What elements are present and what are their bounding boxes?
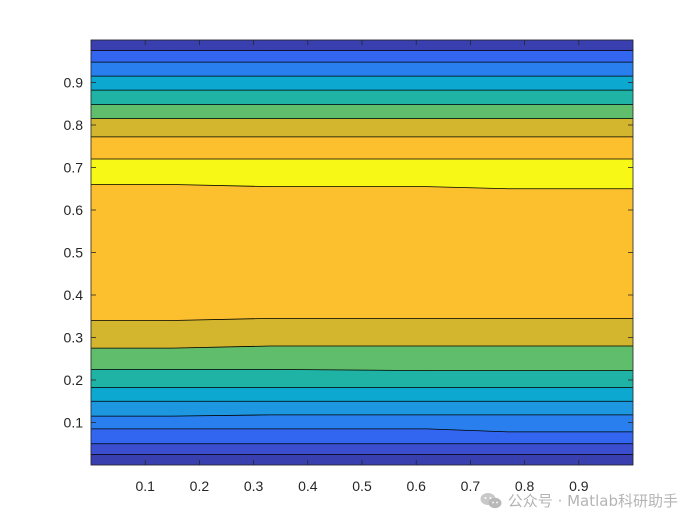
contour-band [90, 443, 634, 455]
x-tick-label: 0.9 [569, 478, 589, 494]
contour-line [91, 345, 633, 349]
x-tick-label: 0.4 [298, 478, 318, 494]
y-tick-label: 0.1 [64, 415, 84, 431]
x-tick-label: 0.5 [352, 478, 372, 494]
contour-band [90, 118, 634, 138]
watermark-text: 公众号 · Matlab科研助手 [507, 492, 678, 510]
y-tick-label: 0.5 [64, 245, 84, 261]
x-tick-label: 0.7 [461, 478, 481, 494]
contour-line [91, 428, 633, 433]
contour-line [91, 368, 633, 372]
contour-band [90, 318, 634, 349]
contour-line [91, 414, 633, 417]
y-tick-label: 0.3 [64, 330, 84, 346]
contour-band [90, 75, 634, 91]
contour-bands [90, 39, 634, 466]
contour-band [90, 387, 634, 402]
x-tick-label: 0.1 [135, 478, 155, 494]
contour-line [91, 184, 633, 190]
contour-band [90, 89, 634, 105]
contour-band [90, 104, 634, 119]
x-tick-label: 0.6 [406, 478, 426, 494]
x-tick-label: 0.8 [515, 478, 535, 494]
contour-band [90, 61, 634, 77]
contour-lines [91, 50, 633, 455]
wechat-icon [480, 492, 502, 508]
y-tick-label: 0.7 [64, 160, 84, 176]
y-tick-label: 0.2 [64, 372, 84, 388]
y-tick-label: 0.9 [64, 75, 84, 91]
x-axis-ticks: 0.1 0.2 0.3 0.4 0.5 0.6 0.7 0.8 0.9 [135, 40, 589, 494]
x-tick-label: 0.3 [244, 478, 264, 494]
contour-band [90, 369, 634, 388]
x-tick-label: 0.2 [190, 478, 210, 494]
y-tick-label: 0.6 [64, 202, 84, 218]
contour-band [90, 136, 634, 160]
y-axis-ticks: 0.1 0.2 0.3 0.4 0.5 0.6 0.7 0.8 0.9 [64, 75, 633, 431]
y-tick-label: 0.8 [64, 117, 84, 133]
contour-band [90, 345, 634, 371]
watermark: 公众号 · Matlab科研助手 [480, 490, 678, 511]
contour-band [90, 184, 634, 321]
y-tick-label: 0.4 [64, 287, 84, 303]
contour-line [91, 317, 633, 321]
contour-band [90, 401, 634, 417]
contour-band [90, 50, 634, 63]
